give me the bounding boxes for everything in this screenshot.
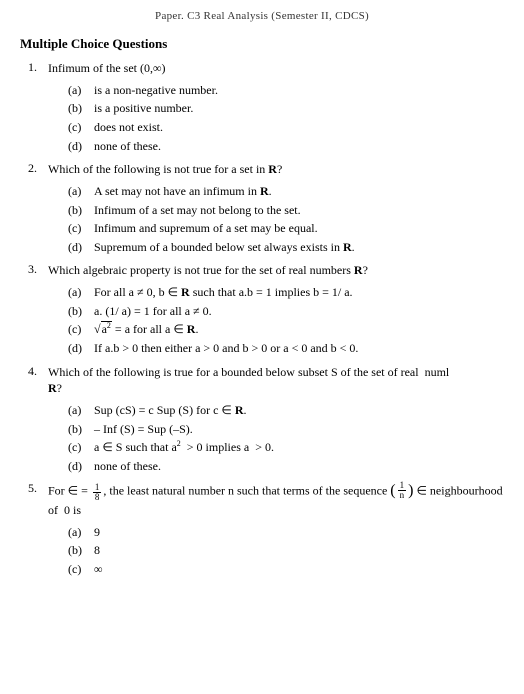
- option-item: (d)If a.b > 0 then either a > 0 and b > …: [68, 339, 504, 358]
- option-item: (b)– Inf (S) = Sup (–S).: [68, 420, 504, 439]
- options-list: (a)is a non-negative number.(b)is a posi…: [48, 81, 504, 155]
- option-item: (a)9: [68, 523, 504, 542]
- question-text: Infimum of the set (0,∞): [48, 60, 166, 77]
- option-text: 8: [94, 541, 100, 560]
- option-item: (a)For all a ≠ 0, b ∈ R such that a.b = …: [68, 283, 504, 302]
- question-text: Which of the following is not true for a…: [48, 161, 282, 178]
- question-text: Which algebraic property is not true for…: [48, 262, 368, 279]
- options-list: (a)9(b)8(c)∞: [48, 523, 504, 579]
- question-text: Which of the following is true for a bou…: [48, 364, 449, 398]
- option-text: Sup (cS) = c Sup (S) for c ∈ R.: [94, 401, 247, 420]
- options-list: (a)A set may not have an infimum in R.(b…: [48, 182, 504, 256]
- option-text: Infimum of a set may not belong to the s…: [94, 201, 301, 220]
- option-item: (b)Infimum of a set may not belong to th…: [68, 201, 504, 220]
- header-cropped-text: Paper. C3 Real Analysis (Semester II, CD…: [20, 10, 504, 22]
- question-number: 3.: [28, 262, 48, 277]
- option-label: (a): [68, 283, 94, 302]
- option-item: (a)is a non-negative number.: [68, 81, 504, 100]
- option-label: (b): [68, 99, 94, 118]
- option-label: (b): [68, 541, 94, 560]
- option-text: 9: [94, 523, 100, 542]
- question-item: 2.Which of the following is not true for…: [48, 161, 504, 256]
- option-item: (d)Supremum of a bounded below set alway…: [68, 238, 504, 257]
- option-text: does not exist.: [94, 118, 163, 137]
- option-label: (b): [68, 420, 94, 439]
- option-text: If a.b > 0 then either a > 0 and b > 0 o…: [94, 339, 358, 358]
- option-text: none of these.: [94, 457, 161, 476]
- option-label: (a): [68, 81, 94, 100]
- option-item: (a)A set may not have an infimum in R.: [68, 182, 504, 201]
- question-number: 1.: [28, 60, 48, 75]
- option-text: √a2 = a for all a ∈ R.: [94, 320, 198, 339]
- option-text: a. (1/ a) = 1 for all a ≠ 0.: [94, 302, 212, 321]
- option-item: (c)does not exist.: [68, 118, 504, 137]
- option-item: (b)is a positive number.: [68, 99, 504, 118]
- option-item: (c)∞: [68, 560, 504, 579]
- option-text: – Inf (S) = Sup (–S).: [94, 420, 193, 439]
- question-number: 5.: [28, 481, 48, 496]
- option-label: (c): [68, 438, 94, 457]
- options-list: (a)Sup (cS) = c Sup (S) for c ∈ R.(b)– I…: [48, 401, 504, 475]
- option-label: (c): [68, 118, 94, 137]
- option-item: (a)Sup (cS) = c Sup (S) for c ∈ R.: [68, 401, 504, 420]
- option-item: (d)none of these.: [68, 137, 504, 156]
- option-label: (d): [68, 339, 94, 358]
- section-title: Multiple Choice Questions: [20, 36, 504, 52]
- option-text: For all a ≠ 0, b ∈ R such that a.b = 1 i…: [94, 283, 353, 302]
- option-label: (d): [68, 238, 94, 257]
- option-item: (c)√a2 = a for all a ∈ R.: [68, 320, 504, 339]
- option-label: (c): [68, 219, 94, 238]
- option-text: A set may not have an infimum in R.: [94, 182, 272, 201]
- option-item: (b)8: [68, 541, 504, 560]
- option-label: (b): [68, 302, 94, 321]
- option-label: (a): [68, 523, 94, 542]
- option-text: Supremum of a bounded below set always e…: [94, 238, 355, 257]
- option-text: is a non-negative number.: [94, 81, 218, 100]
- question-item: 3.Which algebraic property is not true f…: [48, 262, 504, 357]
- question-item: 5.For ∈ = 18, the least natural number n…: [48, 481, 504, 578]
- option-item: (d)none of these.: [68, 457, 504, 476]
- option-item: (b)a. (1/ a) = 1 for all a ≠ 0.: [68, 302, 504, 321]
- option-label: (d): [68, 457, 94, 476]
- option-text: none of these.: [94, 137, 161, 156]
- option-label: (a): [68, 401, 94, 420]
- question-item: 4.Which of the following is true for a b…: [48, 364, 504, 476]
- question-text: For ∈ = 18, the least natural number n s…: [48, 481, 504, 518]
- options-list: (a)For all a ≠ 0, b ∈ R such that a.b = …: [48, 283, 504, 357]
- question-number: 4.: [28, 364, 48, 379]
- option-label: (c): [68, 320, 94, 339]
- option-label: (c): [68, 560, 94, 579]
- option-text: is a positive number.: [94, 99, 193, 118]
- option-label: (a): [68, 182, 94, 201]
- option-item: (c)Infimum and supremum of a set may be …: [68, 219, 504, 238]
- option-text: Infimum and supremum of a set may be equ…: [94, 219, 318, 238]
- questions-list: 1.Infimum of the set (0,∞)(a)is a non-ne…: [20, 60, 504, 578]
- question-number: 2.: [28, 161, 48, 176]
- option-label: (d): [68, 137, 94, 156]
- option-text: ∞: [94, 560, 103, 579]
- option-text: a ∈ S such that a2 > 0 implies a > 0.: [94, 438, 274, 457]
- option-item: (c)a ∈ S such that a2 > 0 implies a > 0.: [68, 438, 504, 457]
- question-item: 1.Infimum of the set (0,∞)(a)is a non-ne…: [48, 60, 504, 155]
- option-label: (b): [68, 201, 94, 220]
